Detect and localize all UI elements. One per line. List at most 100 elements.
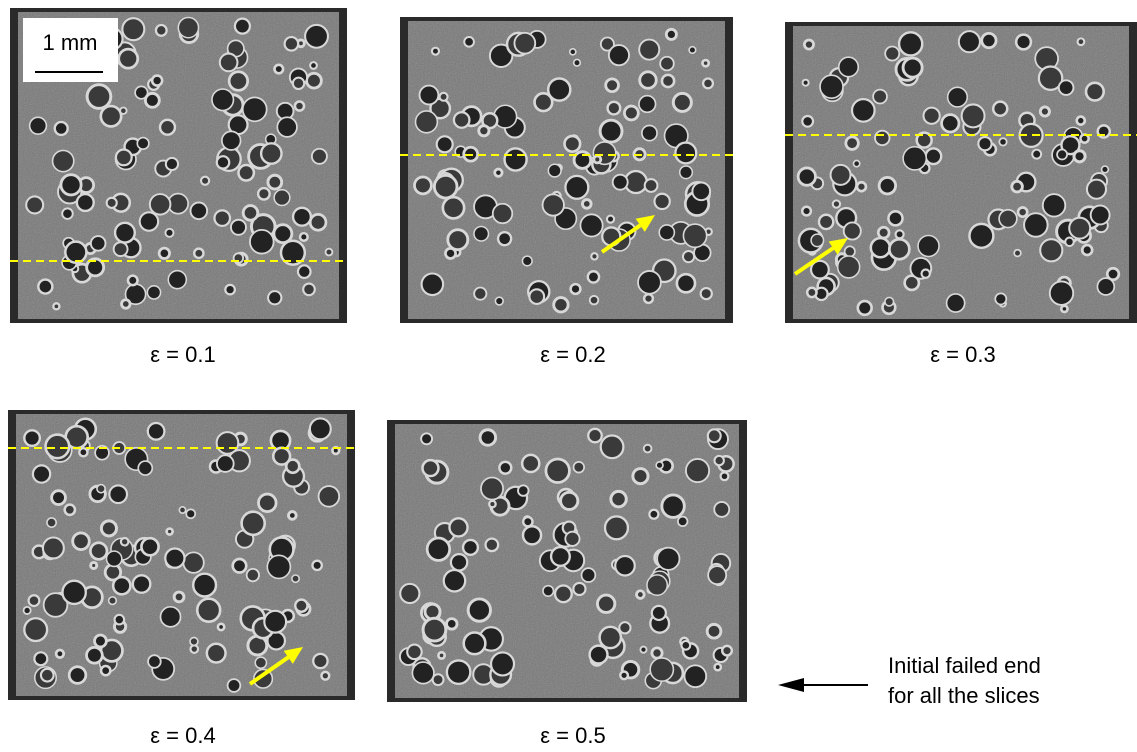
- pore: [274, 65, 283, 74]
- pore: [312, 149, 327, 164]
- pore: [615, 556, 635, 576]
- pore: [24, 618, 47, 641]
- pore: [438, 652, 444, 658]
- pore: [645, 179, 658, 192]
- pore: [673, 93, 691, 111]
- pore: [561, 492, 578, 509]
- pore: [982, 33, 996, 47]
- pore: [217, 455, 234, 472]
- pore: [620, 672, 628, 680]
- pore: [926, 148, 942, 164]
- note-line: Initial failed end: [888, 653, 1041, 678]
- pore: [896, 230, 904, 238]
- pore: [422, 274, 444, 296]
- pore: [714, 502, 729, 517]
- pore: [594, 156, 601, 163]
- pore: [41, 669, 54, 682]
- pore: [222, 131, 241, 150]
- pore: [555, 585, 572, 602]
- pore: [918, 235, 939, 256]
- pore: [38, 280, 52, 294]
- pore: [214, 210, 230, 226]
- pore: [292, 575, 299, 582]
- pore: [65, 242, 86, 263]
- pore: [838, 256, 860, 278]
- pore: [839, 57, 858, 76]
- pore: [255, 657, 266, 668]
- pore: [703, 78, 713, 88]
- pore: [197, 599, 220, 622]
- pore: [1012, 181, 1023, 192]
- pore: [133, 575, 150, 592]
- pore: [680, 166, 693, 179]
- pore: [147, 286, 160, 299]
- pore: [416, 111, 438, 133]
- pore: [109, 485, 127, 503]
- pore: [427, 538, 449, 560]
- pore: [922, 270, 930, 278]
- pore: [597, 595, 614, 612]
- pore: [148, 423, 165, 440]
- pore: [677, 274, 695, 292]
- pore: [464, 37, 474, 47]
- pore: [101, 106, 121, 126]
- pore: [903, 58, 922, 77]
- pore: [243, 206, 258, 221]
- pore: [65, 505, 75, 515]
- pore: [412, 662, 434, 684]
- pore: [899, 32, 922, 55]
- pore: [1069, 218, 1090, 239]
- pore: [165, 229, 173, 237]
- pore: [425, 604, 440, 619]
- pore: [106, 551, 121, 566]
- pore: [570, 49, 576, 55]
- pore: [600, 120, 622, 142]
- pore: [543, 586, 554, 597]
- pore: [463, 540, 478, 555]
- pore: [77, 194, 94, 211]
- pore: [295, 600, 307, 612]
- pore: [878, 227, 889, 238]
- pore: [505, 148, 527, 170]
- pore: [207, 644, 226, 663]
- pore: [480, 430, 496, 446]
- pore: [546, 459, 570, 483]
- pore: [606, 79, 619, 92]
- pore: [115, 615, 125, 625]
- pore: [273, 448, 290, 465]
- pore: [33, 465, 50, 482]
- pore: [721, 472, 729, 480]
- scale-label: 1 mm: [43, 30, 98, 55]
- pore: [681, 641, 690, 650]
- pore: [440, 93, 448, 101]
- pore: [34, 652, 47, 665]
- pore: [650, 658, 673, 681]
- pore: [858, 301, 872, 315]
- pore: [293, 78, 304, 89]
- pore: [978, 137, 991, 150]
- pore: [116, 150, 132, 166]
- pore: [993, 102, 1007, 116]
- pore: [999, 210, 1017, 228]
- pore: [274, 225, 292, 243]
- pore: [190, 637, 198, 645]
- pore: [708, 566, 726, 584]
- pore: [62, 581, 85, 604]
- pore: [656, 462, 663, 469]
- pore: [128, 276, 138, 286]
- pore: [607, 216, 614, 223]
- pore: [447, 619, 457, 629]
- pore: [518, 485, 529, 496]
- pore: [522, 455, 539, 472]
- pore: [449, 518, 467, 536]
- pore: [444, 570, 465, 591]
- pore: [649, 510, 658, 519]
- pore: [69, 667, 86, 684]
- pore: [820, 75, 843, 98]
- pore: [259, 494, 277, 512]
- pore: [551, 547, 570, 566]
- pore: [79, 448, 87, 456]
- pore: [159, 248, 169, 258]
- pore: [310, 418, 331, 439]
- pore: [481, 478, 503, 500]
